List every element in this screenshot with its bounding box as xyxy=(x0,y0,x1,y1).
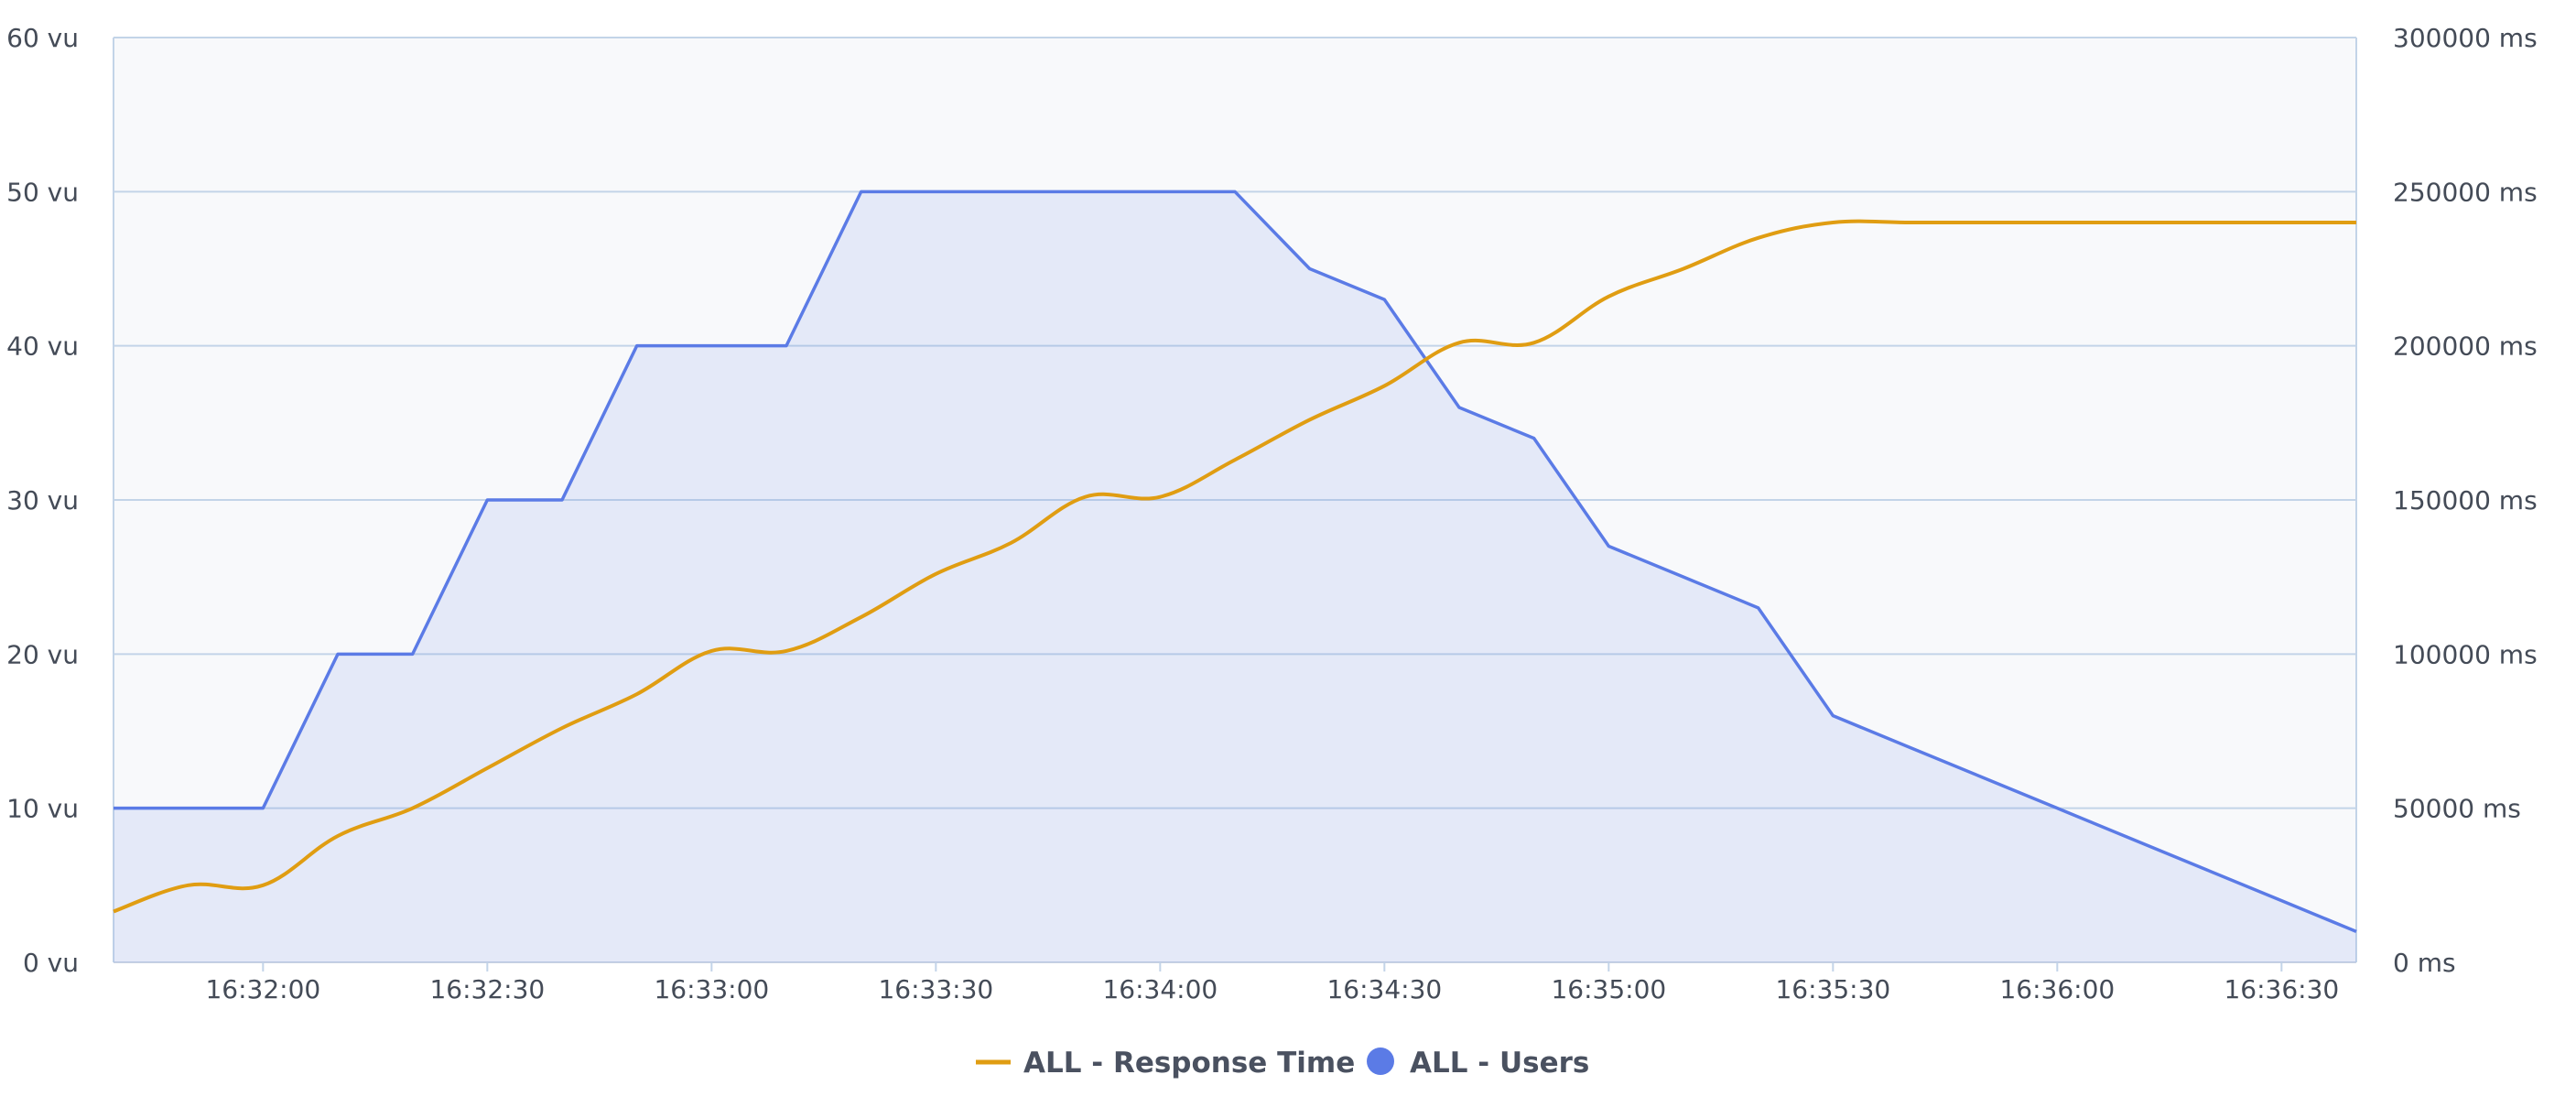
legend-swatch-users[interactable] xyxy=(1367,1047,1394,1075)
x-tick-label: 16:33:30 xyxy=(878,974,993,1004)
x-tick-label: 16:36:30 xyxy=(2224,974,2339,1004)
y-left-tick-label: 0 vu xyxy=(23,948,79,978)
x-tick-label: 16:34:30 xyxy=(1326,974,1442,1004)
y-left-tick-label: 60 vu xyxy=(6,23,79,53)
legend-label-users[interactable]: ALL - Users xyxy=(1410,1047,1589,1080)
legend-label-response-time[interactable]: ALL - Response Time xyxy=(1023,1047,1355,1080)
y-right-tick-label: 200000 ms xyxy=(2393,331,2538,362)
y-right-tick-label: 250000 ms xyxy=(2393,177,2538,207)
users-area-layer xyxy=(114,191,2356,963)
y-right-tick-label: 150000 ms xyxy=(2393,485,2538,516)
x-tick-label: 16:35:00 xyxy=(1551,974,1666,1004)
response-time-line xyxy=(113,219,2356,914)
y-right-tick-label: 100000 ms xyxy=(2393,639,2538,669)
x-tick-label: 16:35:30 xyxy=(1775,974,1890,1004)
users-line xyxy=(114,190,2357,933)
y-right-tick-label: 50000 ms xyxy=(2393,794,2521,824)
x-tick-label: 16:34:00 xyxy=(1102,974,1218,1004)
x-tick-label: 16:33:00 xyxy=(654,974,769,1004)
x-tick-label: 16:36:00 xyxy=(1999,974,2115,1004)
legend: ALL - Response Time ALL - Users xyxy=(976,1047,1589,1080)
y-left-tick-label: 50 vu xyxy=(6,177,79,207)
series-lines xyxy=(113,190,2357,933)
x-tick-label: 16:32:00 xyxy=(205,974,320,1004)
y-left-tick-label: 30 vu xyxy=(6,485,79,516)
y-left-tick-label: 10 vu xyxy=(6,794,79,824)
y-left-tick-label: 40 vu xyxy=(6,331,79,362)
axes: 0 vu 0 ms 10 vu 50000 ms 20 vu 100000 ms 30 vu… xyxy=(6,23,2538,1004)
x-tick-label: 16:32:30 xyxy=(429,974,545,1004)
users-area-fill xyxy=(114,191,2356,963)
y-right-tick-label: 300000 ms xyxy=(2393,23,2538,53)
y-right-tick-label: 0 ms xyxy=(2393,948,2456,978)
y-left-tick-label: 20 vu xyxy=(6,639,79,669)
